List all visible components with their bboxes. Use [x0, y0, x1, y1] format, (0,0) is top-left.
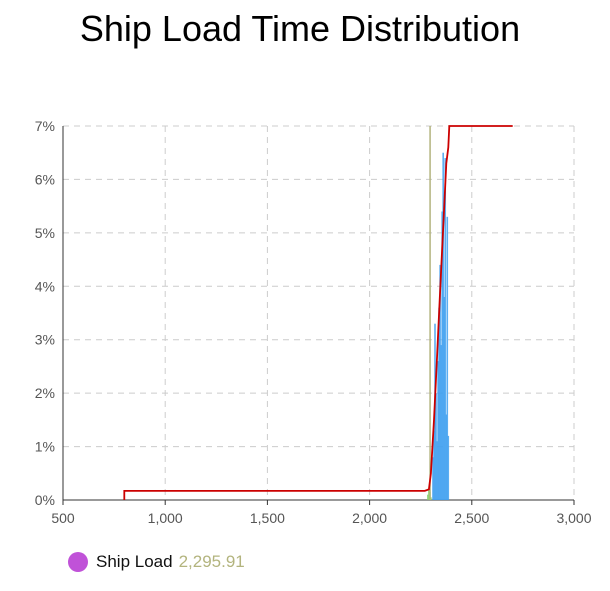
legend-swatch — [68, 552, 88, 572]
histogram-bar — [446, 216, 449, 501]
legend-series-value: 2,295.91 — [178, 552, 245, 571]
legend[interactable]: Ship Load 2,295.91 — [68, 550, 245, 574]
x-tick-label: 1,000 — [148, 510, 183, 526]
histogram-bar — [428, 489, 430, 500]
histogram-bar — [445, 414, 448, 500]
y-tick-label: 3% — [35, 332, 55, 348]
y-tick-label: 2% — [35, 385, 55, 401]
histogram-bar — [436, 441, 438, 500]
histogram-bar — [443, 296, 446, 500]
histogram-bar — [427, 494, 429, 500]
cumulative-line — [123, 125, 513, 500]
chart-title: Ship Load Time Distribution — [79, 8, 521, 49]
y-tick-label: 7% — [35, 118, 55, 134]
histogram-bar — [438, 307, 440, 500]
histogram-bar — [437, 361, 439, 500]
x-tick-label: 2,000 — [352, 510, 387, 526]
histogram-bar — [430, 497, 432, 500]
y-tick-label: 4% — [35, 278, 55, 294]
x-tick-label: 3,000 — [556, 510, 591, 526]
histogram-bar — [435, 393, 437, 500]
legend-series-name: Ship Load — [96, 552, 173, 571]
y-tick-label: 1% — [35, 439, 55, 455]
histogram-bar — [444, 158, 447, 501]
histogram-bar — [447, 435, 450, 500]
histogram-bar — [432, 457, 434, 500]
histogram-bar — [433, 430, 435, 500]
y-tick-label: 6% — [35, 171, 55, 187]
y-tick-label: 5% — [35, 225, 55, 241]
histogram-bar — [442, 152, 444, 500]
histogram-bar — [439, 264, 441, 500]
y-tick-label: 0% — [35, 492, 55, 508]
x-tick-label: 500 — [51, 510, 75, 526]
histogram-bar — [441, 211, 443, 500]
x-tick-label: 2,500 — [454, 510, 489, 526]
histogram-bar — [440, 345, 442, 500]
chart-plot-area: 0% 1% 2% 3% 4% 5% 6% 7% 500 1,000 1,500 2,000 2,500 3… — [35, 118, 592, 526]
x-tick-label: 1,500 — [250, 510, 285, 526]
